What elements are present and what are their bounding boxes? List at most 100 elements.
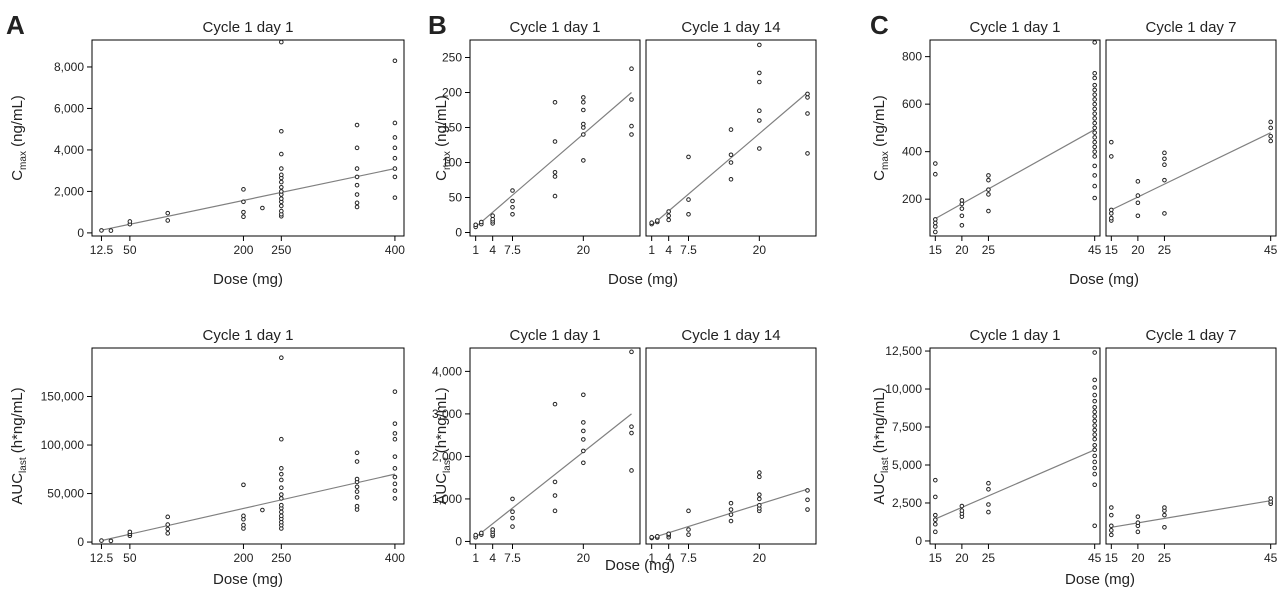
y-axis-label-main: C <box>871 170 888 181</box>
x-tick-label: 15 <box>929 551 943 565</box>
data-point <box>581 437 586 442</box>
y-tick-label: 10,000 <box>885 382 922 396</box>
y-axis-label-subscript: max <box>18 151 29 170</box>
data-point <box>986 187 991 192</box>
y-axis-label-main: C <box>9 170 26 181</box>
data-point <box>1092 385 1097 390</box>
chart-C-auc-d7: Cycle 1 day 7 15 20 25 45 <box>1105 327 1278 565</box>
x-tick-label: 12.5 <box>90 551 114 565</box>
data-point <box>933 529 938 535</box>
data-point <box>165 514 171 520</box>
data-point <box>490 527 495 532</box>
y-tick-label: 150,000 <box>41 390 85 404</box>
data-point <box>581 107 586 113</box>
fit-line <box>1111 132 1271 211</box>
data-point <box>629 132 634 137</box>
data-point <box>959 198 965 203</box>
data-point <box>354 476 360 482</box>
data-point <box>581 132 586 137</box>
data-point <box>1092 120 1097 126</box>
x-axis-label-shared: Dose (mg) <box>1069 271 1139 288</box>
data-point <box>552 508 558 514</box>
data-point <box>1135 200 1141 206</box>
x-tick-label: 20 <box>955 551 969 565</box>
data-point <box>1109 211 1114 216</box>
data-point <box>1092 75 1097 81</box>
plot-title: Cycle 1 day 1 <box>970 19 1061 36</box>
data-point <box>354 450 360 456</box>
data-point <box>1162 150 1167 156</box>
y-axis-label-unit: (h*ng/mL) <box>433 387 450 457</box>
y-axis-label-subscript: last <box>442 457 453 473</box>
y-axis-label: AUClast (h*ng/mL) <box>433 387 453 504</box>
data-point <box>473 532 478 538</box>
y-axis-label: Cmax (ng/mL) <box>9 95 29 181</box>
data-point <box>1162 156 1167 162</box>
x-tick-label: 20 <box>577 551 591 565</box>
data-point <box>1268 496 1273 501</box>
data-point <box>1092 116 1097 121</box>
data-point <box>666 209 671 214</box>
data-point <box>552 174 558 179</box>
data-point <box>629 97 634 102</box>
data-point <box>552 139 558 144</box>
data-point <box>1109 154 1114 159</box>
panel-letter-c: C <box>870 10 889 40</box>
data-point <box>728 512 734 517</box>
data-point <box>279 203 284 209</box>
data-point <box>757 470 762 475</box>
data-point <box>1092 432 1097 437</box>
data-point <box>581 420 586 425</box>
x-axis-label: Dose (mg) <box>213 271 283 288</box>
data-point <box>757 108 762 113</box>
data-point <box>165 531 171 536</box>
data-point <box>510 524 515 529</box>
data-point <box>1092 453 1097 459</box>
y-axis-label: Cmax (ng/mL) <box>871 95 891 181</box>
data-point <box>392 389 398 394</box>
data-point <box>165 210 171 216</box>
data-point <box>757 146 762 151</box>
data-point <box>354 192 360 197</box>
plot-title: Cycle 1 day 1 <box>970 327 1061 344</box>
data-point <box>354 145 360 151</box>
data-point <box>108 538 114 544</box>
data-point <box>1092 392 1097 398</box>
data-point <box>279 208 284 214</box>
data-point <box>933 217 938 222</box>
data-point <box>629 123 634 129</box>
fit-line <box>475 413 632 538</box>
plot-title: Cycle 1 day 14 <box>681 19 780 36</box>
y-axis-label-unit: (h*ng/mL) <box>9 387 26 457</box>
plot-frame <box>929 39 1101 237</box>
data-point <box>279 496 284 501</box>
data-point <box>354 174 360 180</box>
data-point <box>757 79 762 85</box>
data-point <box>279 39 284 45</box>
data-point <box>933 512 938 518</box>
plot-frame <box>1105 39 1277 237</box>
plot-title: Cycle 1 day 7 <box>1146 19 1237 36</box>
data-point <box>354 182 360 188</box>
fit-line <box>1111 500 1271 528</box>
data-point <box>279 502 284 508</box>
data-point <box>581 100 586 105</box>
panel-letter-a: A <box>6 10 25 40</box>
data-point <box>552 170 558 175</box>
x-tick-label: 50 <box>123 551 137 565</box>
x-tick-label: 45 <box>1088 243 1102 257</box>
data-point <box>1092 139 1097 145</box>
y-tick-label: 0 <box>455 534 462 548</box>
data-point <box>279 471 284 477</box>
x-tick-label: 20 <box>577 243 591 257</box>
data-point <box>581 121 586 127</box>
x-tick-label: 1 <box>472 243 479 257</box>
y-axis-label-main: C <box>433 170 450 181</box>
x-tick-label: 12.5 <box>90 243 114 257</box>
data-point <box>959 508 965 513</box>
data-point <box>479 530 484 536</box>
data-point <box>392 496 398 501</box>
x-tick-label: 200 <box>233 243 253 257</box>
data-point <box>959 206 965 211</box>
